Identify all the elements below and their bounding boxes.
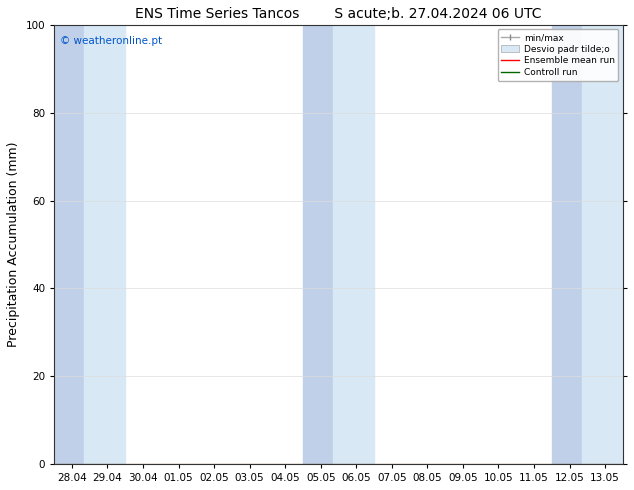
Title: ENS Time Series Tancos        S acute;b. 27.04.2024 06 UTC: ENS Time Series Tancos S acute;b. 27.04.… bbox=[135, 7, 542, 21]
Bar bbox=[54, 25, 84, 464]
Bar bbox=[303, 25, 333, 464]
Bar bbox=[84, 25, 126, 464]
Text: © weatheronline.pt: © weatheronline.pt bbox=[60, 36, 162, 46]
Y-axis label: Precipitation Accumulation (mm): Precipitation Accumulation (mm) bbox=[7, 142, 20, 347]
Bar bbox=[552, 25, 582, 464]
Legend: min/max, Desvio padr tilde;o, Ensemble mean run, Controll run: min/max, Desvio padr tilde;o, Ensemble m… bbox=[498, 29, 618, 81]
Bar bbox=[333, 25, 374, 464]
Bar bbox=[582, 25, 623, 464]
